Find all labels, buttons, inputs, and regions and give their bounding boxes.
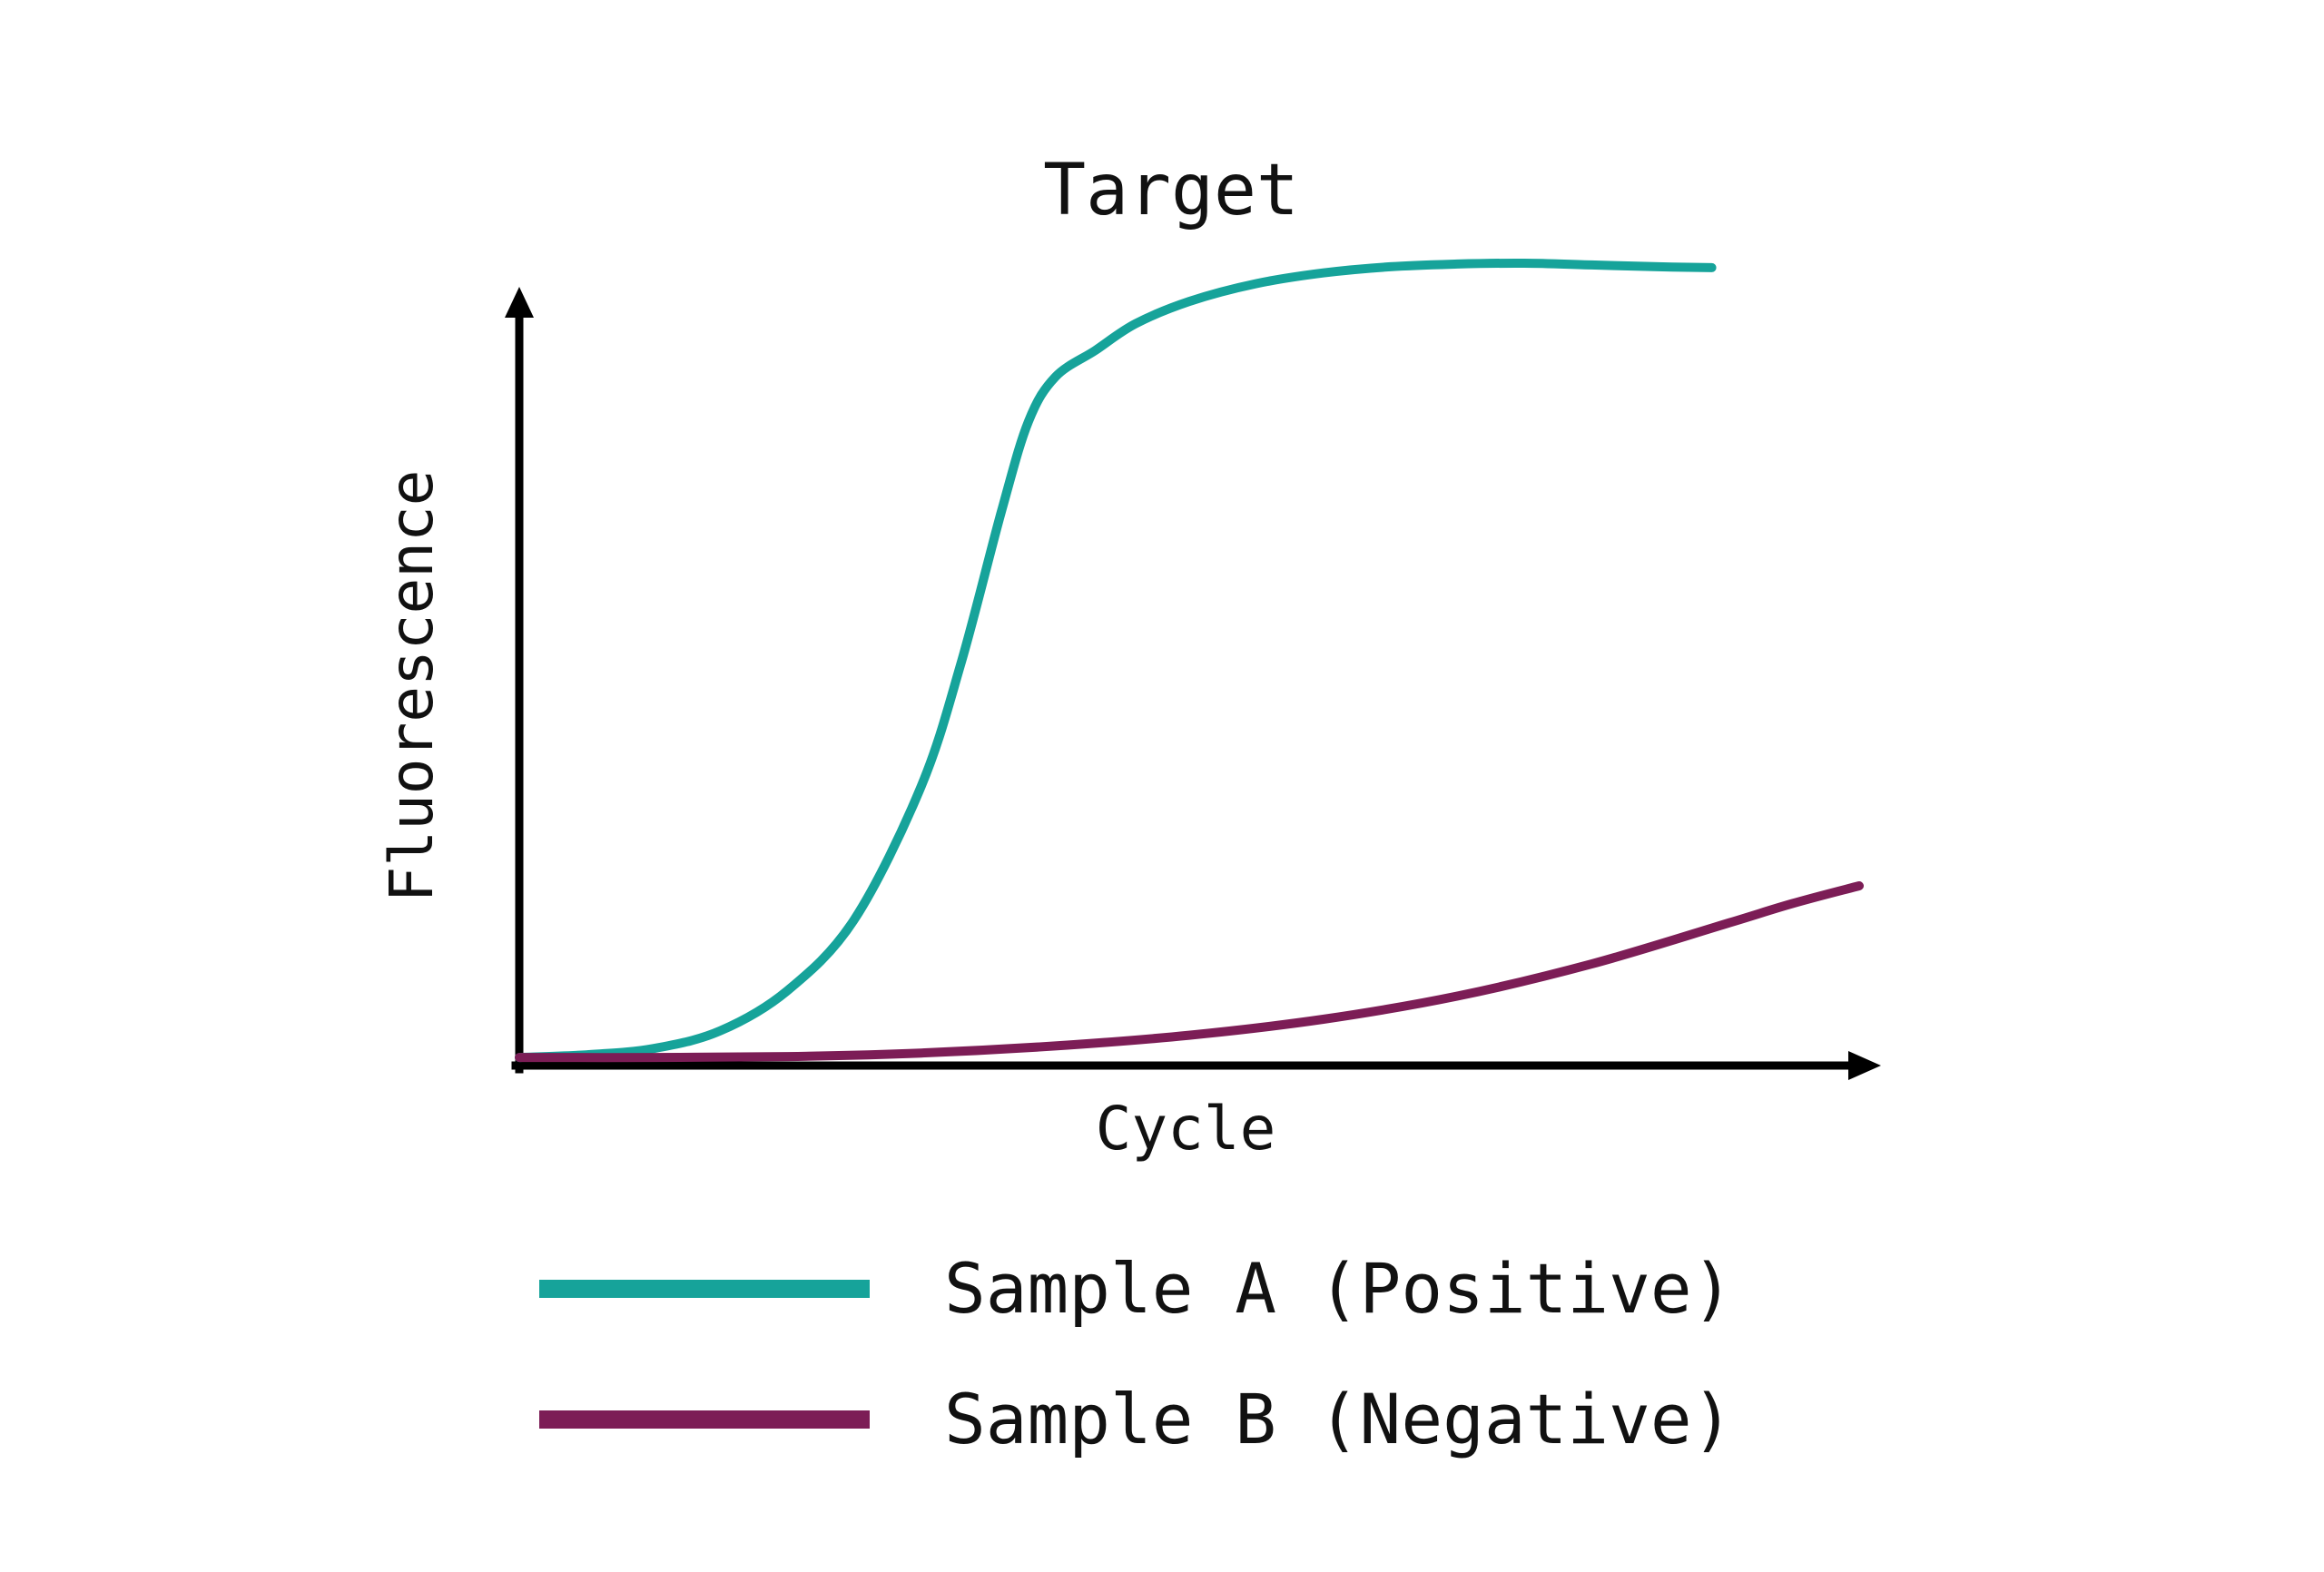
y-axis-arrow bbox=[505, 287, 534, 318]
axes bbox=[505, 287, 1881, 1080]
x-axis-label: Cycle bbox=[1096, 1094, 1276, 1164]
legend-label-sample-a: Sample A (Positive) bbox=[944, 1248, 1733, 1329]
y-axis-label: Fluorescence bbox=[377, 470, 447, 903]
legend-label-sample-b: Sample B (Negative) bbox=[944, 1379, 1733, 1459]
chart-title: Target bbox=[1043, 150, 1299, 231]
legend-item-sample-a: Sample A (Positive) bbox=[539, 1248, 1733, 1329]
series-line-sample-b bbox=[515, 881, 1864, 1063]
series-line-sample-a bbox=[515, 258, 1717, 1063]
x-axis-arrow bbox=[1848, 1051, 1881, 1080]
series-group bbox=[515, 258, 1864, 1063]
legend-item-sample-b: Sample B (Negative) bbox=[539, 1379, 1733, 1459]
legend: Sample A (Positive) Sample B (Negative) bbox=[539, 1248, 1733, 1459]
